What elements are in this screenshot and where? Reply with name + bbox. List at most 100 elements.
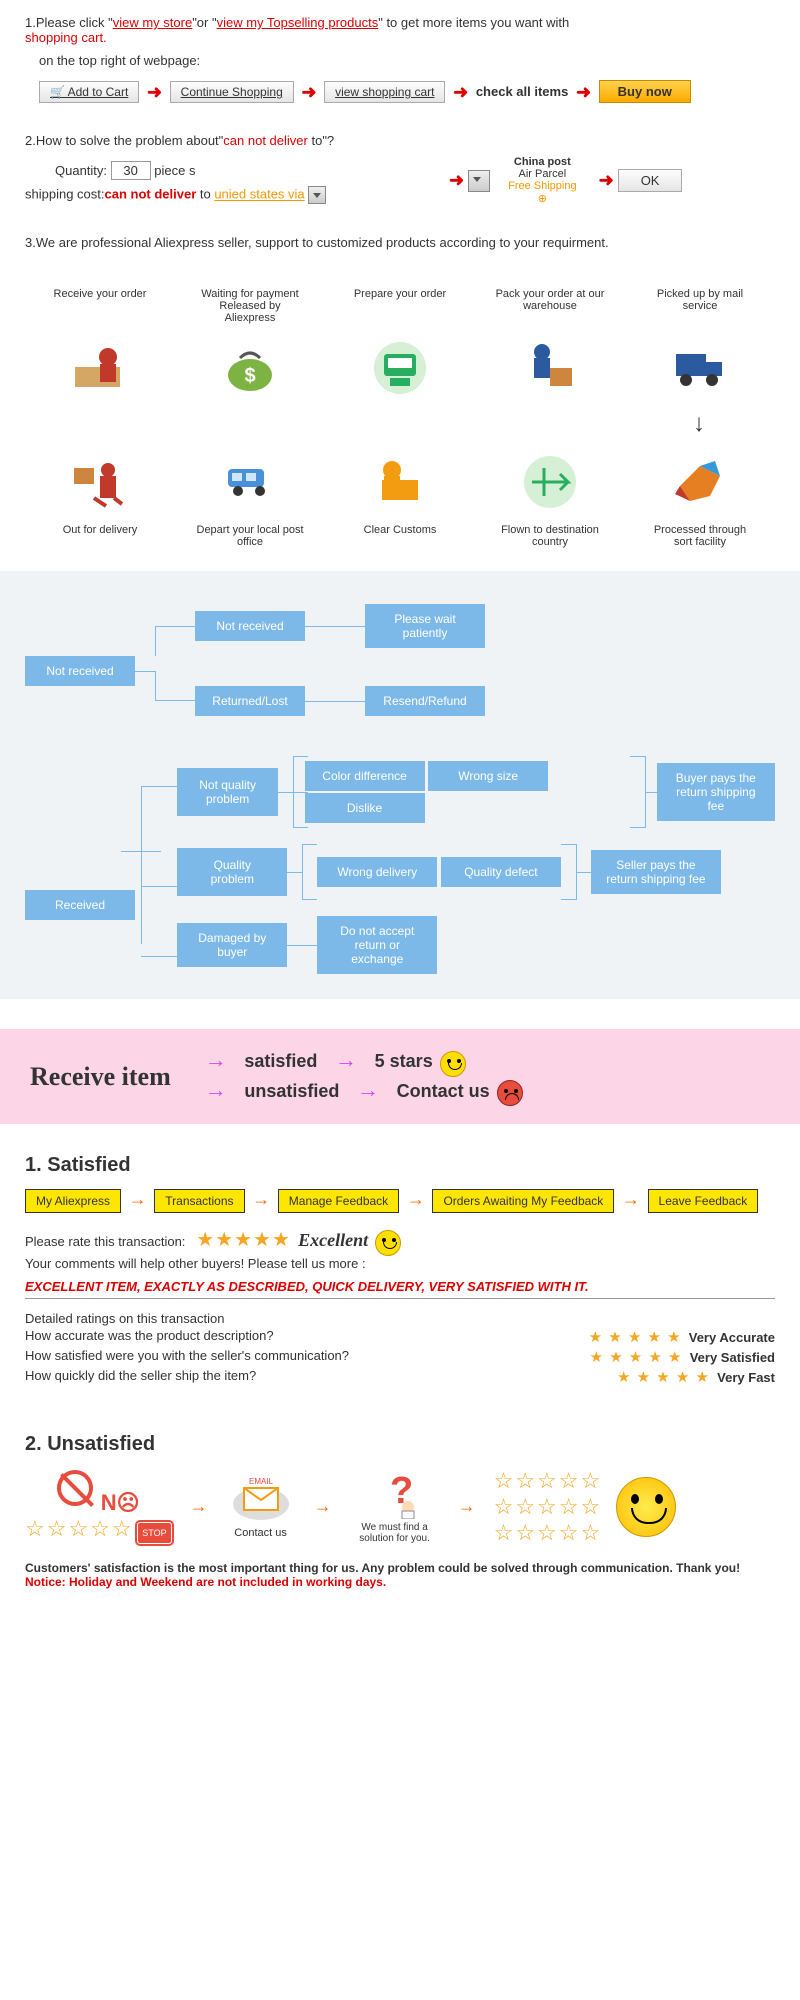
step1-sub: on the top right of webpage: <box>39 53 775 68</box>
star-icon: ☆☆☆☆☆ <box>25 1516 134 1541</box>
rate-label: Please rate this transaction: ★★★★★ Exce… <box>25 1227 775 1256</box>
arrow-icon: ➜ <box>147 82 162 103</box>
rating-q3: How quickly did the seller ship the item… <box>25 1368 775 1386</box>
arrow-icon: ➜ <box>453 82 468 103</box>
comment-text: EXCELLENT ITEM, EXACTLY AS DESCRIBED, QU… <box>25 1275 775 1299</box>
tag-manage-feedback[interactable]: Manage Feedback <box>278 1189 399 1213</box>
delivery-icon <box>65 446 135 516</box>
detailed-label: Detailed ratings on this transaction <box>25 1311 775 1326</box>
fc-quality: Quality problem <box>177 848 287 896</box>
fc-not-quality: Not quality problem <box>177 768 278 816</box>
smiley-icon <box>440 1051 466 1077</box>
unsatisfied-section: 2. Unsatisfied N☹ ☆☆☆☆☆ STOP → EMAIL Con… <box>0 1403 800 1561</box>
order-icon <box>65 332 135 402</box>
svg-text:$: $ <box>244 365 255 387</box>
arrow-icon: → <box>129 1189 147 1209</box>
link-topselling[interactable]: view my Topselling products <box>217 15 379 30</box>
sort-icon <box>665 446 735 516</box>
process-diagram: Receive your order Waiting for payment Re… <box>0 265 800 571</box>
arrow-icon: → <box>205 1077 227 1102</box>
fc-dislike: Dislike <box>305 793 425 823</box>
dropdown-icon[interactable] <box>468 170 490 192</box>
step2-q: 2.How to solve the problem about"can not… <box>25 133 775 148</box>
shipping-row: shipping cost:can not deliver to unied s… <box>25 186 445 204</box>
quantity-input[interactable]: 30 <box>111 161 151 180</box>
process-label: Pack your order at our warehouse <box>495 288 605 312</box>
solution-block: ? We must find a solution for you. <box>350 1469 440 1544</box>
stars-block: ☆☆☆☆☆ ☆☆☆☆☆ ☆☆☆☆☆ <box>494 1468 603 1546</box>
customs-icon <box>365 446 435 516</box>
buy-now-button[interactable]: Buy now <box>599 80 691 103</box>
fc-no-return: Do not accept return or exchange <box>317 916 437 974</box>
arrow-icon: → <box>407 1189 425 1209</box>
fc-wrong-size: Wrong size <box>428 761 548 791</box>
quantity-row: Quantity: 30 piece s <box>55 161 445 180</box>
process-label: Prepare your order <box>345 288 455 300</box>
svg-text:EMAIL: EMAIL <box>249 1477 274 1486</box>
fc-seller-pays: Seller pays the return shipping fee <box>591 850 721 894</box>
fc-resend: Resend/Refund <box>365 686 485 716</box>
fc-color-diff: Color difference <box>305 761 425 791</box>
fc-not-received: Not received <box>195 611 305 641</box>
process-label: Waiting for payment Released by Aliexpre… <box>195 288 305 324</box>
continue-shopping-button[interactable]: Continue Shopping <box>170 81 294 103</box>
tag-leave-feedback[interactable]: Leave Feedback <box>648 1189 759 1213</box>
arrow-icon: → <box>252 1189 270 1209</box>
arrow-icon: ➜ <box>449 170 464 191</box>
link-view-store[interactable]: view my store <box>113 15 192 30</box>
email-icon: EMAIL <box>226 1474 296 1524</box>
fc-buyer-pays: Buyer pays the return shipping fee <box>657 763 775 821</box>
footer: Customers' satisfaction is the most impo… <box>0 1561 800 1604</box>
contact-block: EMAIL Contact us <box>226 1474 296 1539</box>
step1-buttons: 🛒 Add to Cart ➜ Continue Shopping ➜ view… <box>39 80 775 103</box>
rating-q2: How satisfied were you with the seller's… <box>25 1348 775 1366</box>
check-items-text: check all items <box>476 84 569 99</box>
satisfied-section: 1. Satisfied My Aliexpress → Transaction… <box>0 1124 800 1403</box>
add-to-cart-button[interactable]: 🛒 Add to Cart <box>39 81 139 103</box>
receive-title: Receive item <box>30 1062 171 1092</box>
step2: 2.How to solve the problem about"can not… <box>0 118 800 220</box>
shopping-cart-text: shopping cart. <box>25 30 107 45</box>
process-label: Picked up by mail service <box>645 288 755 312</box>
receive-banner: Receive item → satisfied → 5 stars → uns… <box>0 1029 800 1124</box>
ship-dest-link[interactable]: unied states via <box>214 187 304 202</box>
step1: 1.Please click "view my store"or "view m… <box>0 0 800 118</box>
tag-orders-awaiting[interactable]: Orders Awaiting My Feedback <box>432 1189 614 1213</box>
tag-my-aliexpress[interactable]: My Aliexpress <box>25 1189 121 1213</box>
shipping-option: China post Air Parcel Free Shipping ⊕ <box>508 156 577 205</box>
footer-notice: Notice: Holiday and Weekend are not incl… <box>25 1575 775 1589</box>
step3-text: 3.We are professional Aliexpress seller,… <box>25 235 775 250</box>
fc-root-received: Received <box>25 890 135 920</box>
step1-text: 1.Please click "view my store"or "view m… <box>25 15 775 45</box>
satisfied-heading: 1. Satisfied <box>25 1154 775 1177</box>
arrow-icon: → <box>314 1496 332 1517</box>
ok-button[interactable]: OK <box>618 169 683 192</box>
question-icon: ? <box>370 1469 420 1519</box>
arrow-icon: → <box>458 1496 476 1517</box>
dropdown-icon[interactable] <box>308 186 326 204</box>
process-label: Receive your order <box>45 288 155 300</box>
footer-line1: Customers' satisfaction is the most impo… <box>25 1561 775 1575</box>
pack-icon <box>515 332 585 402</box>
rating-q1: How accurate was the product description… <box>25 1328 775 1346</box>
fc-damaged: Damaged by buyer <box>177 923 287 967</box>
payment-icon: $ <box>215 332 285 402</box>
flown-icon <box>515 446 585 516</box>
process-label: Depart your local post office <box>195 524 305 548</box>
fc-returned: Returned/Lost <box>195 686 305 716</box>
fc-root-not-received: Not received <box>25 656 135 686</box>
arrow-icon: ➜ <box>301 82 316 103</box>
comment-label: Your comments will help other buyers! Pl… <box>25 1256 775 1271</box>
arrow-icon: → <box>205 1047 227 1072</box>
view-cart-button[interactable]: view shopping cart <box>324 81 445 103</box>
flowchart: Not received Please wait patiently Not r… <box>0 571 800 999</box>
arrow-icon: ➜ <box>576 82 591 103</box>
process-label: Processed through sort facility <box>645 524 755 548</box>
process-label: Out for delivery <box>45 524 155 536</box>
big-smiley-icon <box>616 1477 676 1537</box>
prepare-icon <box>365 332 435 402</box>
fc-wait: Please wait patiently <box>365 604 485 648</box>
tag-transactions[interactable]: Transactions <box>154 1189 244 1213</box>
process-label: Flown to destination country <box>495 524 605 548</box>
fc-quality-defect: Quality defect <box>441 857 561 887</box>
